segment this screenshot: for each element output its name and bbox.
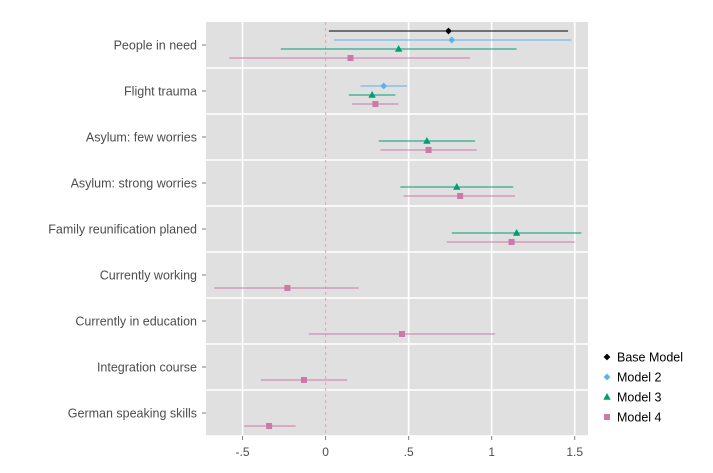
point-estimate — [372, 101, 379, 107]
point-estimate — [380, 82, 388, 90]
legend-label: Model 3 — [617, 391, 662, 405]
x-tick-label: -.5 — [236, 445, 250, 459]
point-estimate — [398, 331, 405, 337]
category-label: Currently in education — [75, 315, 197, 329]
category-label: Asylum: strong worries — [71, 177, 197, 191]
point-estimate — [457, 193, 464, 199]
category-label: German speaking skills — [68, 407, 197, 421]
point-estimate — [508, 239, 515, 245]
category-label: Asylum: few worries — [86, 131, 197, 145]
point-estimate — [425, 147, 432, 153]
category-label: Integration course — [97, 361, 197, 375]
category-label: Family reunification planed — [48, 223, 197, 237]
legend: Base Model Model 2 Model 3 Model 4 — [603, 351, 683, 425]
point-estimate — [266, 423, 273, 429]
chart-marks — [214, 27, 582, 429]
x-axis-labels: -.5 0 .5 1 1.5 — [236, 436, 583, 459]
point-estimate — [284, 285, 291, 291]
legend-label: Model 2 — [617, 371, 662, 385]
point-estimate — [368, 91, 376, 98]
legend-key — [603, 353, 611, 361]
point-estimate — [453, 183, 461, 190]
point-estimate — [394, 45, 403, 52]
point-estimate — [347, 55, 354, 61]
panel-background — [206, 22, 588, 436]
point-estimate — [512, 229, 521, 236]
plot-panel — [206, 22, 588, 437]
legend-key — [603, 393, 611, 400]
point-estimate — [445, 27, 452, 35]
legend-key — [603, 373, 611, 381]
x-tick-label: 0 — [322, 445, 329, 459]
category-label: Flight trauma — [124, 85, 197, 99]
y-axis-labels: People in need Flight trauma Asylum: few w… — [48, 39, 206, 421]
point-estimate — [423, 137, 431, 144]
x-tick-label: 1.5 — [566, 445, 583, 459]
x-tick-label: 1 — [488, 445, 495, 459]
legend-key — [604, 414, 610, 420]
point-estimate — [448, 36, 456, 44]
point-estimate — [300, 377, 307, 383]
x-tick-label: .5 — [404, 445, 414, 459]
legend-label: Model 4 — [617, 411, 662, 425]
legend-label: Base Model — [617, 351, 683, 365]
category-label: People in need — [114, 39, 197, 53]
category-label: Currently working — [100, 269, 197, 283]
